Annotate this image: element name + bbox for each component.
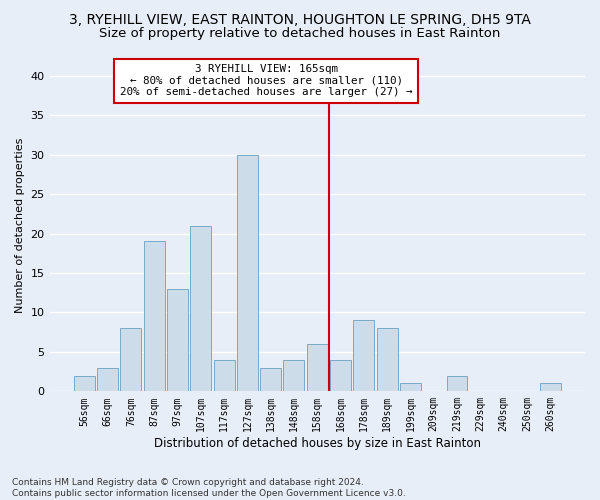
Y-axis label: Number of detached properties: Number of detached properties [15,138,25,314]
Text: Contains HM Land Registry data © Crown copyright and database right 2024.
Contai: Contains HM Land Registry data © Crown c… [12,478,406,498]
Bar [190,226,211,392]
Bar [307,344,328,392]
Text: Size of property relative to detached houses in East Rainton: Size of property relative to detached ho… [100,28,500,40]
Bar [214,360,235,392]
Bar [237,154,258,392]
Bar [283,360,304,392]
X-axis label: Distribution of detached houses by size in East Rainton: Distribution of detached houses by size … [154,437,481,450]
Bar [260,368,281,392]
Bar [74,376,95,392]
Bar [167,289,188,392]
Bar [446,376,467,392]
Bar [539,384,560,392]
Text: 3 RYEHILL VIEW: 165sqm
← 80% of detached houses are smaller (110)
20% of semi-de: 3 RYEHILL VIEW: 165sqm ← 80% of detached… [120,64,412,97]
Bar [121,328,142,392]
Bar [97,368,118,392]
Bar [353,320,374,392]
Bar [400,384,421,392]
Bar [377,328,398,392]
Text: 3, RYEHILL VIEW, EAST RAINTON, HOUGHTON LE SPRING, DH5 9TA: 3, RYEHILL VIEW, EAST RAINTON, HOUGHTON … [69,12,531,26]
Bar [330,360,351,392]
Bar [144,242,165,392]
